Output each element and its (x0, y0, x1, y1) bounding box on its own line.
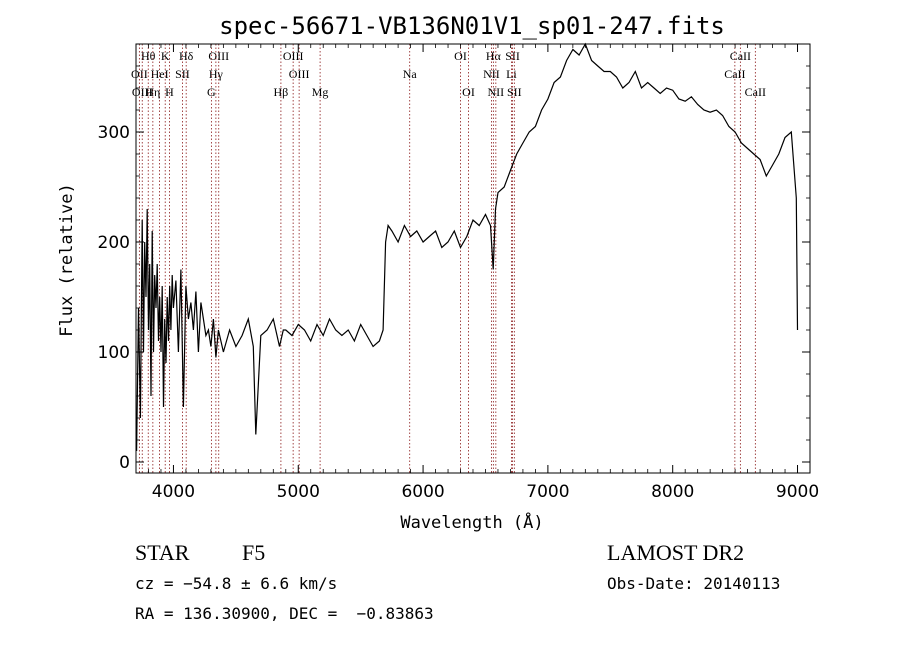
x-tick-label-0: 4000 (152, 482, 195, 502)
spectral-line-label-14: Na (403, 67, 418, 81)
object-subclass: F5 (242, 540, 266, 565)
spectral-line-label-4: OIII (283, 49, 304, 63)
spectral-line-label-22: Hβ (274, 85, 289, 99)
spectral-line-label-27: CaII (745, 85, 766, 99)
y-tick-label-0: 0 (119, 453, 130, 473)
spectral-line-label-9: OII (131, 67, 148, 81)
x-tick-label-5: 9000 (776, 482, 819, 502)
spectral-line-label-12: Hγ (209, 67, 224, 81)
coordinates: RA = 136.30900, DEC = −0.83863 (135, 604, 434, 623)
spectral-line-label-18: OIII (132, 85, 153, 99)
x-tick-label-2: 6000 (401, 482, 444, 502)
spectral-line-label-19: Hη (145, 85, 160, 99)
spectral-line-label-7: SII (505, 49, 520, 63)
spectral-line-label-2: Hδ (179, 49, 194, 63)
spectral-line-label-5: OI (454, 49, 467, 63)
axis-ticks-layer: 4000 5000 6000 7000 8000 9000 0 100 200 300 (98, 43, 819, 502)
spectral-line-label-20: H (165, 85, 174, 99)
chart-title: spec-56671-VB136N01V1_sp01-247.fits (219, 12, 725, 40)
spectral-line-label-25: NII (488, 85, 505, 99)
spectral-line-label-10: HeI (151, 67, 169, 81)
spectral-line-label-17: CaII (724, 67, 745, 81)
observation-date: Obs-Date: 20140113 (607, 574, 781, 593)
spectral-line-label-26: SII (507, 85, 522, 99)
spectral-line-label-8: CaII (730, 49, 751, 63)
survey-name: LAMOST DR2 (607, 540, 745, 565)
spectral-line-label-16: Li (506, 67, 517, 81)
y-axis-label: Flux (relative) (57, 183, 77, 337)
y-tick-label-1: 100 (98, 343, 130, 363)
spectral-line-label-3: OIII (208, 49, 229, 63)
spectral-line-label-11: SII (175, 67, 190, 81)
spectral-line-label-13: OIII (289, 67, 310, 81)
plot-frame (135, 43, 811, 474)
x-tick-label-3: 7000 (526, 482, 569, 502)
object-class: STAR (135, 540, 190, 565)
spectral-line-label-24: OI (462, 85, 475, 99)
x-tick-label-1: 5000 (277, 482, 320, 502)
y-tick-label-2: 200 (98, 233, 130, 253)
spectral-line-label-0: Hθ (141, 49, 156, 63)
x-axis-label: Wavelength (Å) (400, 511, 543, 533)
redshift-cz: cz = −54.8 ± 6.6 km/s (135, 574, 338, 593)
spectral-line-label-21: G (207, 85, 216, 99)
spectral-line-label-6: Hα (486, 49, 502, 63)
x-tick-label-4: 8000 (651, 482, 694, 502)
spectral-line-label-1: K (161, 49, 170, 63)
spectrum-series-line (136, 42, 799, 452)
y-tick-label-3: 300 (98, 123, 130, 143)
spectral-line-label-15: NII (483, 67, 500, 81)
spectral-line-label-23: Mg (312, 85, 329, 99)
